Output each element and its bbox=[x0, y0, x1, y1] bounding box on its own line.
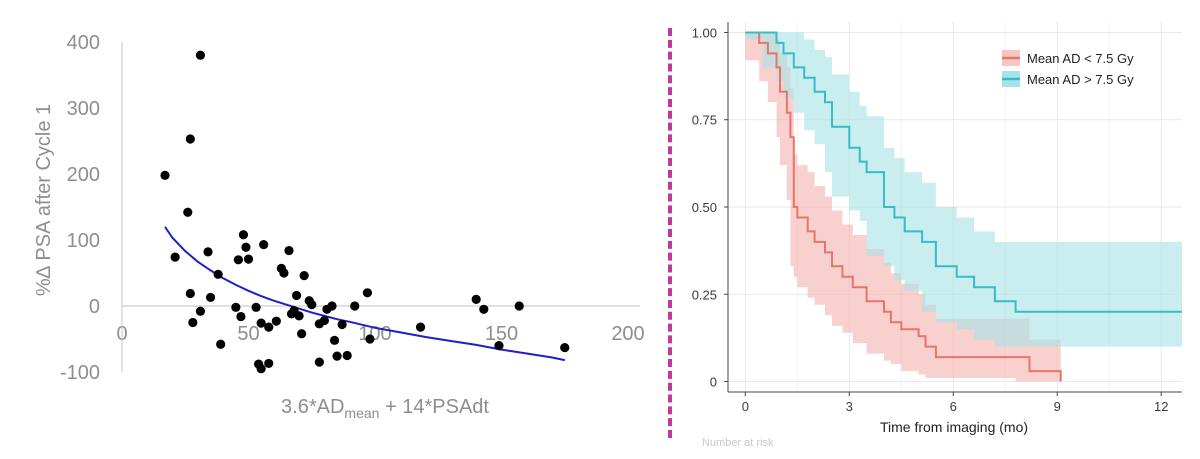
right-y-tick-label: 0 bbox=[710, 375, 717, 390]
left-y-tick-label: -100 bbox=[60, 362, 100, 384]
scatter-point bbox=[160, 170, 170, 180]
survival-curves bbox=[745, 31, 1182, 382]
scatter-point bbox=[236, 311, 246, 322]
scatter-point bbox=[329, 335, 340, 345]
scatter-point bbox=[195, 306, 206, 316]
scatter-point bbox=[299, 271, 309, 281]
scatter-point bbox=[284, 245, 294, 256]
scatter-point bbox=[350, 301, 360, 311]
scatter-point bbox=[365, 334, 375, 344]
x-label-suffix: + 14*PSAdt bbox=[379, 396, 489, 418]
right-x-tick-label: 9 bbox=[1054, 399, 1061, 414]
right-x-tick-label: 12 bbox=[1154, 399, 1168, 414]
left-x-tick-label: 150 bbox=[485, 323, 518, 345]
scatter-point bbox=[241, 242, 251, 252]
left-y-tick-label: 200 bbox=[67, 164, 100, 186]
scatter-point bbox=[314, 357, 324, 367]
right-x-axis-label: Time from imaging (mo) bbox=[880, 419, 1028, 435]
right-x-tick-label: 0 bbox=[742, 399, 749, 414]
scatter-point bbox=[256, 318, 266, 328]
right-y-tick-label: 0.25 bbox=[692, 287, 717, 302]
scatter-point bbox=[203, 247, 213, 257]
scatter-point bbox=[213, 269, 223, 279]
left-y-tick-label: 400 bbox=[67, 32, 100, 54]
scatter-point bbox=[291, 290, 302, 301]
right-tick-labels: 0 0.25 0.50 0.75 1.00 0 3 6 9 12 bbox=[692, 25, 1169, 414]
scatter-point bbox=[185, 288, 195, 299]
scatter-point bbox=[195, 50, 206, 60]
right-x-tick-label: 3 bbox=[846, 399, 853, 414]
scatter-point bbox=[337, 319, 347, 330]
dashed-divider bbox=[668, 28, 672, 438]
left-y-tick-label: 300 bbox=[67, 98, 100, 120]
survival-line-1 bbox=[745, 31, 1062, 382]
scatter-point bbox=[216, 339, 226, 349]
fit-curve bbox=[164, 226, 566, 362]
confidence-bands bbox=[745, 32, 1182, 382]
x-label-subscript: mean bbox=[344, 405, 379, 421]
scatter-point bbox=[233, 255, 243, 265]
right-y-tick-label: 0.75 bbox=[692, 113, 717, 128]
legend-label-1: Mean AD < 7.5 Gy bbox=[1027, 51, 1134, 66]
scatter-point bbox=[264, 358, 274, 369]
scatter-points bbox=[160, 50, 570, 374]
scatter-point bbox=[342, 350, 352, 361]
scatter-point bbox=[319, 315, 329, 326]
scatter-point bbox=[231, 302, 241, 312]
scatter-point bbox=[415, 322, 426, 332]
scatter-point bbox=[185, 134, 195, 144]
scatter-point bbox=[514, 301, 524, 311]
scatter-point bbox=[238, 230, 249, 240]
scatter-point bbox=[254, 359, 264, 369]
left-x-axis-label: 3.6*ADmean + 14*PSAdt bbox=[281, 396, 489, 421]
scatter-point bbox=[279, 268, 289, 278]
scatter-point bbox=[327, 301, 337, 311]
scatter-point bbox=[494, 341, 504, 351]
right-y-tick-label: 0.50 bbox=[692, 200, 717, 215]
scatter-point bbox=[307, 300, 317, 310]
scatter-point bbox=[243, 254, 254, 264]
scatter-point bbox=[251, 302, 261, 312]
scatter-point bbox=[294, 311, 304, 321]
scatter-point bbox=[170, 252, 180, 262]
legend: Mean AD < 7.5 Gy Mean AD > 7.5 Gy bbox=[1002, 50, 1134, 87]
left-x-tick-label: 100 bbox=[358, 323, 391, 345]
x-label-main: 3.6*AD bbox=[281, 396, 344, 418]
scatter-point bbox=[362, 288, 373, 298]
scatter-point bbox=[259, 240, 269, 250]
scatter-point bbox=[479, 304, 489, 314]
confidence-band-1 bbox=[745, 32, 1061, 382]
scatter-point bbox=[471, 294, 481, 304]
right-y-tick-label: 1.00 bbox=[692, 25, 717, 40]
scatter-point bbox=[183, 207, 193, 217]
scatter-point bbox=[332, 351, 342, 361]
legend-label-2: Mean AD > 7.5 Gy bbox=[1027, 72, 1134, 87]
left-x-tick-label: 50 bbox=[237, 323, 259, 345]
number-at-risk-label: Number at risk bbox=[702, 437, 774, 449]
scatter-point bbox=[560, 342, 570, 353]
left-y-tick-label: 0 bbox=[89, 296, 100, 318]
scatter-point bbox=[205, 292, 216, 303]
right-x-tick-label: 6 bbox=[950, 399, 957, 414]
right-survival-chart: 0 0.25 0.50 0.75 1.00 0 3 6 9 12 Mean AD < 7.5 Gy… bbox=[692, 22, 1182, 449]
left-x-tick-label: 200 bbox=[611, 323, 644, 345]
scatter-point bbox=[188, 317, 198, 328]
confidence-band-2 bbox=[745, 32, 1182, 347]
survival-line-2 bbox=[745, 31, 1182, 313]
scatter-point bbox=[297, 329, 307, 339]
scatter-point bbox=[264, 322, 274, 332]
scatter-point bbox=[271, 316, 281, 326]
left-y-tick-label: 100 bbox=[67, 230, 100, 252]
left-y-axis-label: %∆ PSA after Cycle 1 bbox=[33, 104, 55, 296]
